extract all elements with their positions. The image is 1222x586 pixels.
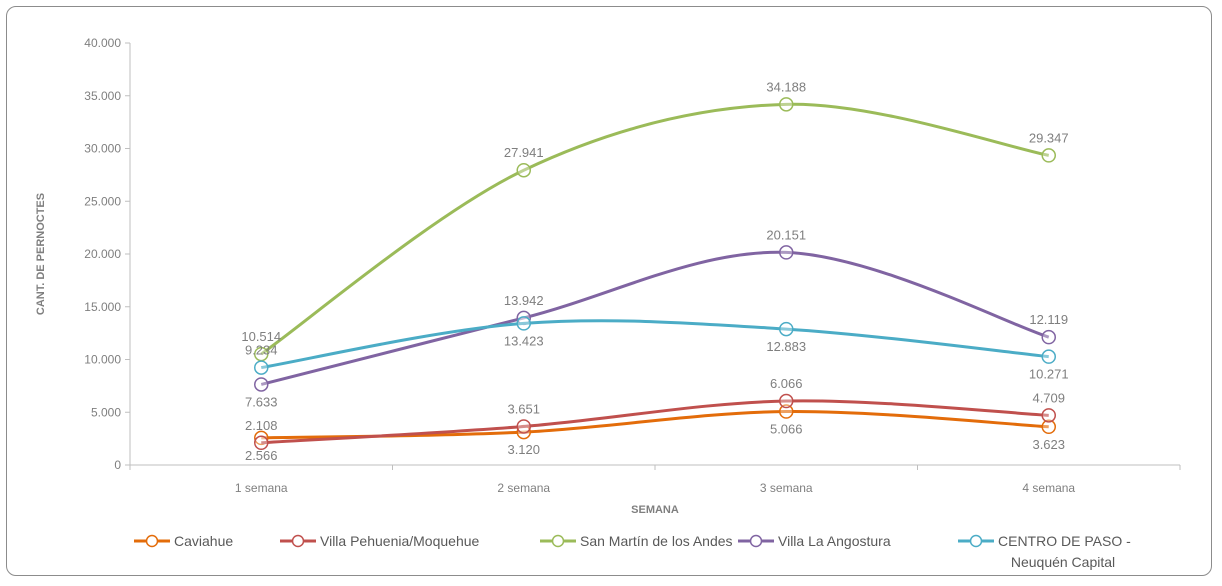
data-label: 29.347	[1029, 130, 1069, 145]
x-ticks: 1 semana 2 semana 3 semana 4 semana	[129, 465, 1181, 495]
data-point	[254, 377, 269, 392]
data-label: 3.623	[1032, 437, 1065, 452]
data-label: 10.271	[1029, 367, 1069, 382]
y-tick-label: 10.000	[84, 353, 121, 367]
data-label: 6.066	[770, 376, 803, 391]
data-label: 20.151	[766, 227, 806, 242]
axes	[129, 43, 1180, 466]
data-label: 34.188	[766, 79, 806, 94]
legend-label: Caviahue	[174, 533, 233, 549]
legend-swatch-marker	[969, 534, 983, 548]
data-label: 12.883	[766, 339, 806, 354]
y-tick-label: 25.000	[84, 194, 121, 208]
data-label: 27.941	[504, 145, 544, 160]
data-labels: 2.566 3.120 5.066 3.623 2.108 3.651 6.066 4.709…	[241, 79, 1068, 463]
y-tick-label: 35.000	[84, 89, 121, 103]
data-point	[516, 419, 531, 434]
series-line	[260, 102, 1050, 356]
data-point	[516, 316, 531, 331]
data-point	[779, 321, 794, 337]
legend-item: CENTRO DE PASO - Neuquén Capital	[958, 533, 1131, 570]
data-point	[779, 245, 794, 260]
x-tick-label: 1 semana	[235, 481, 288, 495]
y-tick-label: 5.000	[91, 405, 121, 419]
y-tick-label: 40.000	[84, 36, 121, 50]
data-point	[254, 360, 269, 375]
series-line	[260, 250, 1050, 386]
data-label: 3.651	[507, 401, 540, 416]
legend-label: Villa La Angostura	[778, 533, 891, 549]
data-label: 2.108	[245, 418, 278, 433]
legend-label: San Martín de los Andes	[580, 533, 733, 549]
data-label: 13.942	[504, 293, 544, 308]
legend: Caviahue Villa Pehuenia/Moquehue San Martí…	[134, 533, 1131, 570]
data-point	[516, 162, 531, 178]
y-axis-title: CANT. DE PERNOCTES	[35, 193, 47, 315]
legend-swatch-marker	[749, 534, 763, 548]
legend-swatch-marker	[145, 534, 159, 548]
data-point	[779, 404, 794, 419]
legend-item: San Martín de los Andes	[540, 533, 733, 549]
legend-label-line2: Neuquén Capital	[1011, 554, 1115, 570]
data-label: 12.119	[1029, 312, 1068, 327]
legend-label: Villa Pehuenia/Moquehue	[320, 533, 480, 549]
series-line	[261, 399, 1049, 445]
data-point	[1041, 408, 1056, 423]
legend-label: CENTRO DE PASO -	[998, 533, 1131, 549]
y-tick-label: 15.000	[84, 300, 121, 314]
x-tick-label: 4 semana	[1022, 481, 1075, 495]
data-label: 13.423	[504, 333, 544, 348]
data-point	[1041, 349, 1056, 364]
series-layer	[254, 97, 1056, 451]
y-tick-label: 30.000	[84, 142, 121, 156]
x-axis-title: SEMANA	[631, 504, 679, 516]
data-point	[254, 435, 269, 451]
data-label: 2.566	[245, 448, 278, 463]
data-point	[779, 97, 794, 112]
legend-item: Villa Pehuenia/Moquehue	[280, 533, 480, 549]
data-label: 4.709	[1032, 390, 1065, 405]
x-tick-label: 2 semana	[497, 481, 550, 495]
data-label: 10.514	[241, 329, 281, 344]
x-tick-label: 3 semana	[760, 481, 813, 495]
y-tick-label: 0	[114, 458, 121, 472]
data-point	[1041, 148, 1056, 163]
series-line	[261, 410, 1049, 440]
legend-swatch-marker	[291, 534, 305, 548]
legend-swatch-marker	[551, 534, 565, 548]
data-point	[1041, 419, 1056, 435]
y-tick-label: 20.000	[84, 247, 121, 261]
y-ticks: 0 5.000 10.000 15.000 20.000 25.000 30.000 35.0…	[84, 36, 130, 472]
series-line	[261, 319, 1049, 370]
legend-item: Caviahue	[134, 533, 233, 549]
legend-item: Villa La Angostura	[738, 533, 891, 549]
data-label: 9.234	[245, 343, 278, 358]
data-point	[1041, 329, 1056, 345]
data-label: 7.633	[245, 394, 278, 409]
data-label: 3.120	[507, 442, 540, 457]
data-label: 5.066	[770, 422, 803, 437]
data-point	[779, 393, 794, 409]
